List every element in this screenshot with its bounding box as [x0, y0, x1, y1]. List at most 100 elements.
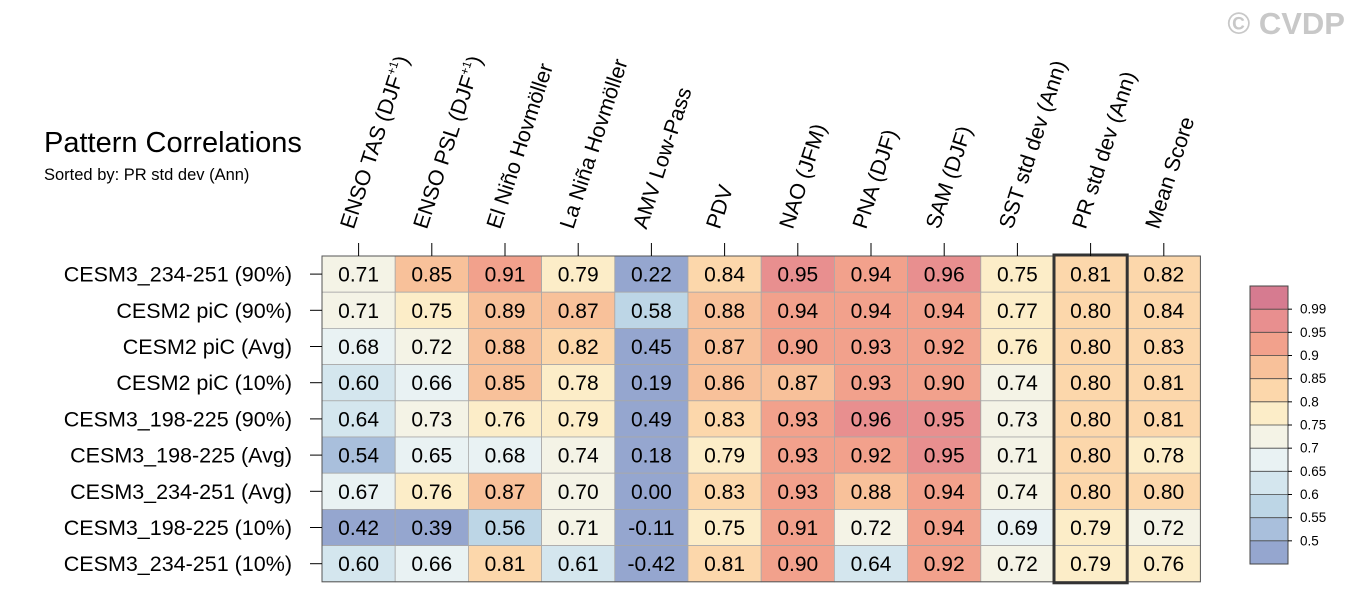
cell-rect — [687, 291, 762, 329]
heatmap-cell: 0.83 — [687, 400, 762, 438]
column-label-superscript: +1 — [384, 59, 402, 77]
heatmap-cell: 0.94 — [907, 291, 982, 329]
colorbar-label: 0.95 — [1300, 325, 1326, 340]
heatmap-cell: 0.88 — [834, 472, 909, 510]
column-label-text: NAO (JFM) — [775, 121, 831, 232]
cell-rect — [1053, 400, 1128, 438]
column-label-text: ENSO TAS (DJF — [336, 73, 408, 232]
heatmap-cell: 0.22 — [614, 255, 689, 293]
row-label: CESM2 piC (Avg) — [123, 335, 292, 359]
column-label: ENSO TAS (DJF+1) — [335, 52, 414, 231]
cell-rect — [321, 400, 396, 438]
cell-value: 0.56 — [485, 517, 526, 540]
heatmap-cell: 0.81 — [1126, 364, 1201, 402]
heatmap-cell: 0.90 — [760, 327, 835, 365]
cell-rect — [687, 436, 762, 474]
cell-value: 0.91 — [485, 264, 526, 287]
cell-value: 0.80 — [1070, 408, 1111, 431]
cell-value: 0.71 — [997, 445, 1038, 468]
cell-rect — [321, 327, 396, 365]
cell-value: 0.72 — [851, 517, 892, 540]
heatmap-cell: 0.95 — [907, 436, 982, 474]
cell-value: 0.64 — [338, 408, 379, 431]
heatmap-cell: 0.87 — [541, 291, 616, 329]
cell-value: 0.89 — [485, 300, 526, 323]
cvdp-watermark: © CVDP — [1227, 6, 1345, 41]
colorbar-label: 0.8 — [1300, 394, 1319, 409]
cell-value: 0.94 — [924, 517, 965, 540]
cell-value: -0.11 — [628, 517, 674, 540]
heatmap-cell: 0.75 — [687, 508, 762, 546]
colorbar-segment — [1250, 309, 1288, 333]
cell-rect — [614, 364, 689, 402]
cell-value: 0.65 — [411, 445, 452, 468]
heatmap-cell: 0.81 — [467, 545, 542, 583]
heatmap-cell: 0.79 — [541, 400, 616, 438]
cell-value: 0.80 — [1070, 336, 1111, 359]
cell-value: 0.75 — [704, 517, 745, 540]
cell-value: 0.64 — [851, 553, 892, 576]
heatmap-cell: 0.00 — [614, 472, 689, 510]
heatmap-cell: 0.95 — [907, 400, 982, 438]
cell-value: 0.80 — [1070, 445, 1111, 468]
cell-value: 0.75 — [997, 264, 1038, 287]
cell-rect — [321, 436, 396, 474]
cell-value: 0.85 — [411, 264, 452, 287]
cell-value: 0.95 — [777, 264, 818, 287]
heatmap-cell: 0.94 — [834, 291, 909, 329]
row-label: CESM3_198-225 (10%) — [64, 516, 292, 540]
heatmap-cell: 0.83 — [1126, 327, 1201, 365]
cell-rect — [687, 545, 762, 583]
column-label-text: PR std dev (Ann) — [1068, 68, 1141, 231]
colorbar-label: 0.7 — [1300, 441, 1319, 456]
heatmap-cell: 0.76 — [394, 472, 469, 510]
cell-value: 0.81 — [704, 553, 745, 576]
heatmap-cell: 0.54 — [321, 436, 396, 474]
cell-value: 0.81 — [1143, 408, 1184, 431]
cell-rect — [760, 436, 835, 474]
column-label-text: PNA (DJF) — [848, 126, 903, 231]
heatmap-cell: 0.80 — [1053, 327, 1128, 365]
cell-value: 0.94 — [851, 264, 892, 287]
colorbar-segment — [1250, 425, 1288, 449]
cell-rect — [1053, 364, 1128, 402]
cell-value: 0.54 — [338, 445, 379, 468]
cell-value: 0.87 — [704, 336, 745, 359]
cell-rect — [394, 436, 469, 474]
cell-rect — [687, 472, 762, 510]
row-label: CESM3_234-251 (Avg) — [70, 480, 292, 504]
cell-value: 0.83 — [1143, 336, 1184, 359]
cell-value: 0.76 — [997, 336, 1038, 359]
colorbar-label: 0.65 — [1300, 464, 1326, 479]
cell-value: 0.60 — [338, 372, 379, 395]
cell-value: 0.80 — [1143, 481, 1184, 504]
heatmap-cell: 0.90 — [907, 364, 982, 402]
cell-rect — [321, 291, 396, 329]
cell-rect — [394, 364, 469, 402]
cell-rect — [1053, 472, 1128, 510]
heatmap-cell: 0.91 — [467, 255, 542, 293]
cell-rect — [1126, 400, 1201, 438]
cell-value: 0.91 — [777, 517, 818, 540]
colorbar-segment — [1250, 448, 1288, 472]
heatmap-cell: 0.18 — [614, 436, 689, 474]
heatmap-cell: 0.82 — [541, 327, 616, 365]
column-label: La Niña Hovmöller — [555, 56, 632, 232]
heatmap-cell: 0.80 — [1053, 400, 1128, 438]
heatmap-cell: 0.94 — [907, 508, 982, 546]
cell-rect — [1053, 255, 1128, 293]
row-label: CESM2 piC (90%) — [116, 299, 292, 323]
cell-rect — [394, 472, 469, 510]
cell-rect — [907, 436, 982, 474]
cell-rect — [321, 545, 396, 583]
cell-rect — [614, 545, 689, 583]
heatmap-cell: 0.82 — [1126, 255, 1201, 293]
cell-value: 0.93 — [777, 481, 818, 504]
colorbar-segment — [1250, 517, 1288, 541]
cell-value: 0.71 — [338, 300, 379, 323]
cell-value: 0.93 — [777, 445, 818, 468]
heatmap-cell: 0.69 — [980, 508, 1055, 546]
cell-rect — [907, 472, 982, 510]
